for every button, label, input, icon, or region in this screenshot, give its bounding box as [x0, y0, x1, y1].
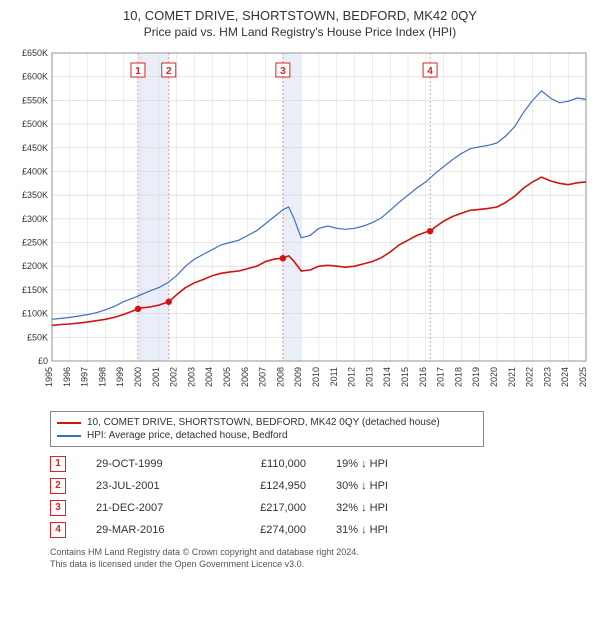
tx-price: £274,000	[226, 524, 306, 536]
svg-text:4: 4	[427, 66, 433, 77]
svg-text:2014: 2014	[382, 367, 392, 387]
svg-text:1999: 1999	[115, 367, 125, 387]
svg-text:2022: 2022	[525, 367, 535, 387]
svg-text:2017: 2017	[436, 367, 446, 387]
svg-text:1: 1	[135, 66, 141, 77]
svg-text:1997: 1997	[80, 367, 90, 387]
tx-marker-1: 1	[50, 456, 66, 472]
svg-text:2010: 2010	[311, 367, 321, 387]
svg-text:2013: 2013	[364, 367, 374, 387]
svg-text:£400K: £400K	[22, 166, 48, 176]
legend-box: 10, COMET DRIVE, SHORTSTOWN, BEDFORD, MK…	[50, 411, 484, 447]
svg-text:2024: 2024	[560, 367, 570, 387]
svg-text:2023: 2023	[542, 367, 552, 387]
svg-text:2025: 2025	[578, 367, 588, 387]
tx-diff: 30% ↓ HPI	[336, 480, 416, 492]
svg-text:£650K: £650K	[22, 48, 48, 58]
svg-text:2018: 2018	[453, 367, 463, 387]
tx-diff: 32% ↓ HPI	[336, 502, 416, 514]
svg-text:2007: 2007	[258, 367, 268, 387]
chart-container: 10, COMET DRIVE, SHORTSTOWN, BEDFORD, MK…	[0, 0, 600, 620]
legend-swatch-hpi	[57, 435, 81, 437]
tx-marker-3: 3	[50, 500, 66, 516]
svg-text:2008: 2008	[275, 367, 285, 387]
svg-text:£600K: £600K	[22, 72, 48, 82]
svg-text:1995: 1995	[44, 367, 54, 387]
transaction-row: 1 29-OCT-1999 £110,000 19% ↓ HPI	[50, 453, 590, 475]
svg-text:£350K: £350K	[22, 190, 48, 200]
svg-text:2004: 2004	[204, 367, 214, 387]
tx-diff: 19% ↓ HPI	[336, 458, 416, 470]
svg-text:£250K: £250K	[22, 238, 48, 248]
svg-text:2005: 2005	[222, 367, 232, 387]
tx-date: 23-JUL-2001	[96, 480, 196, 492]
transaction-row: 3 21-DEC-2007 £217,000 32% ↓ HPI	[50, 497, 590, 519]
svg-text:1996: 1996	[62, 367, 72, 387]
legend-item-property: 10, COMET DRIVE, SHORTSTOWN, BEDFORD, MK…	[57, 416, 477, 429]
svg-text:£150K: £150K	[22, 285, 48, 295]
tx-marker-4: 4	[50, 522, 66, 538]
tx-price: £217,000	[226, 502, 306, 514]
legend-label-hpi: HPI: Average price, detached house, Bedf…	[87, 430, 288, 441]
svg-text:2003: 2003	[186, 367, 196, 387]
footnote: Contains HM Land Registry data © Crown c…	[50, 547, 590, 570]
tx-price: £124,950	[226, 480, 306, 492]
svg-text:£200K: £200K	[22, 261, 48, 271]
chart-title: 10, COMET DRIVE, SHORTSTOWN, BEDFORD, MK…	[10, 8, 590, 23]
tx-diff: 31% ↓ HPI	[336, 524, 416, 536]
svg-text:2000: 2000	[133, 367, 143, 387]
footnote-line-1: Contains HM Land Registry data © Crown c…	[50, 547, 590, 559]
svg-text:2011: 2011	[329, 367, 339, 386]
svg-text:2021: 2021	[507, 367, 517, 387]
svg-text:£500K: £500K	[22, 119, 48, 129]
tx-date: 29-OCT-1999	[96, 458, 196, 470]
transaction-table: 1 29-OCT-1999 £110,000 19% ↓ HPI 2 23-JU…	[50, 453, 590, 541]
chart-svg: £0 £50K £100K £150K £200K £250K £300K £350K £400…	[10, 45, 590, 405]
svg-text:2009: 2009	[293, 367, 303, 387]
svg-text:2015: 2015	[400, 367, 410, 387]
svg-text:£100K: £100K	[22, 309, 48, 319]
legend-label-property: 10, COMET DRIVE, SHORTSTOWN, BEDFORD, MK…	[87, 417, 440, 428]
svg-text:£0: £0	[38, 356, 48, 366]
svg-text:£550K: £550K	[22, 95, 48, 105]
svg-text:£450K: £450K	[22, 143, 48, 153]
legend-swatch-property	[57, 422, 81, 424]
svg-text:2006: 2006	[240, 367, 250, 387]
svg-text:£50K: £50K	[27, 332, 48, 342]
tx-date: 21-DEC-2007	[96, 502, 196, 514]
svg-text:2019: 2019	[471, 367, 481, 387]
svg-text:1998: 1998	[97, 367, 107, 387]
transaction-row: 2 23-JUL-2001 £124,950 30% ↓ HPI	[50, 475, 590, 497]
svg-text:3: 3	[280, 66, 286, 77]
tx-date: 29-MAR-2016	[96, 524, 196, 536]
tx-price: £110,000	[226, 458, 306, 470]
svg-text:2012: 2012	[347, 367, 357, 387]
tx-marker-2: 2	[50, 478, 66, 494]
chart-subtitle: Price paid vs. HM Land Registry's House …	[10, 25, 590, 39]
svg-text:2: 2	[166, 66, 172, 77]
svg-text:2001: 2001	[151, 367, 161, 387]
svg-text:2020: 2020	[489, 367, 499, 387]
svg-text:£300K: £300K	[22, 214, 48, 224]
chart-plot: £0 £50K £100K £150K £200K £250K £300K £350K £400…	[10, 45, 590, 405]
svg-text:2016: 2016	[418, 367, 428, 387]
transaction-row: 4 29-MAR-2016 £274,000 31% ↓ HPI	[50, 519, 590, 541]
footnote-line-2: This data is licensed under the Open Gov…	[50, 559, 590, 571]
legend-item-hpi: HPI: Average price, detached house, Bedf…	[57, 429, 477, 442]
svg-text:2002: 2002	[169, 367, 179, 387]
